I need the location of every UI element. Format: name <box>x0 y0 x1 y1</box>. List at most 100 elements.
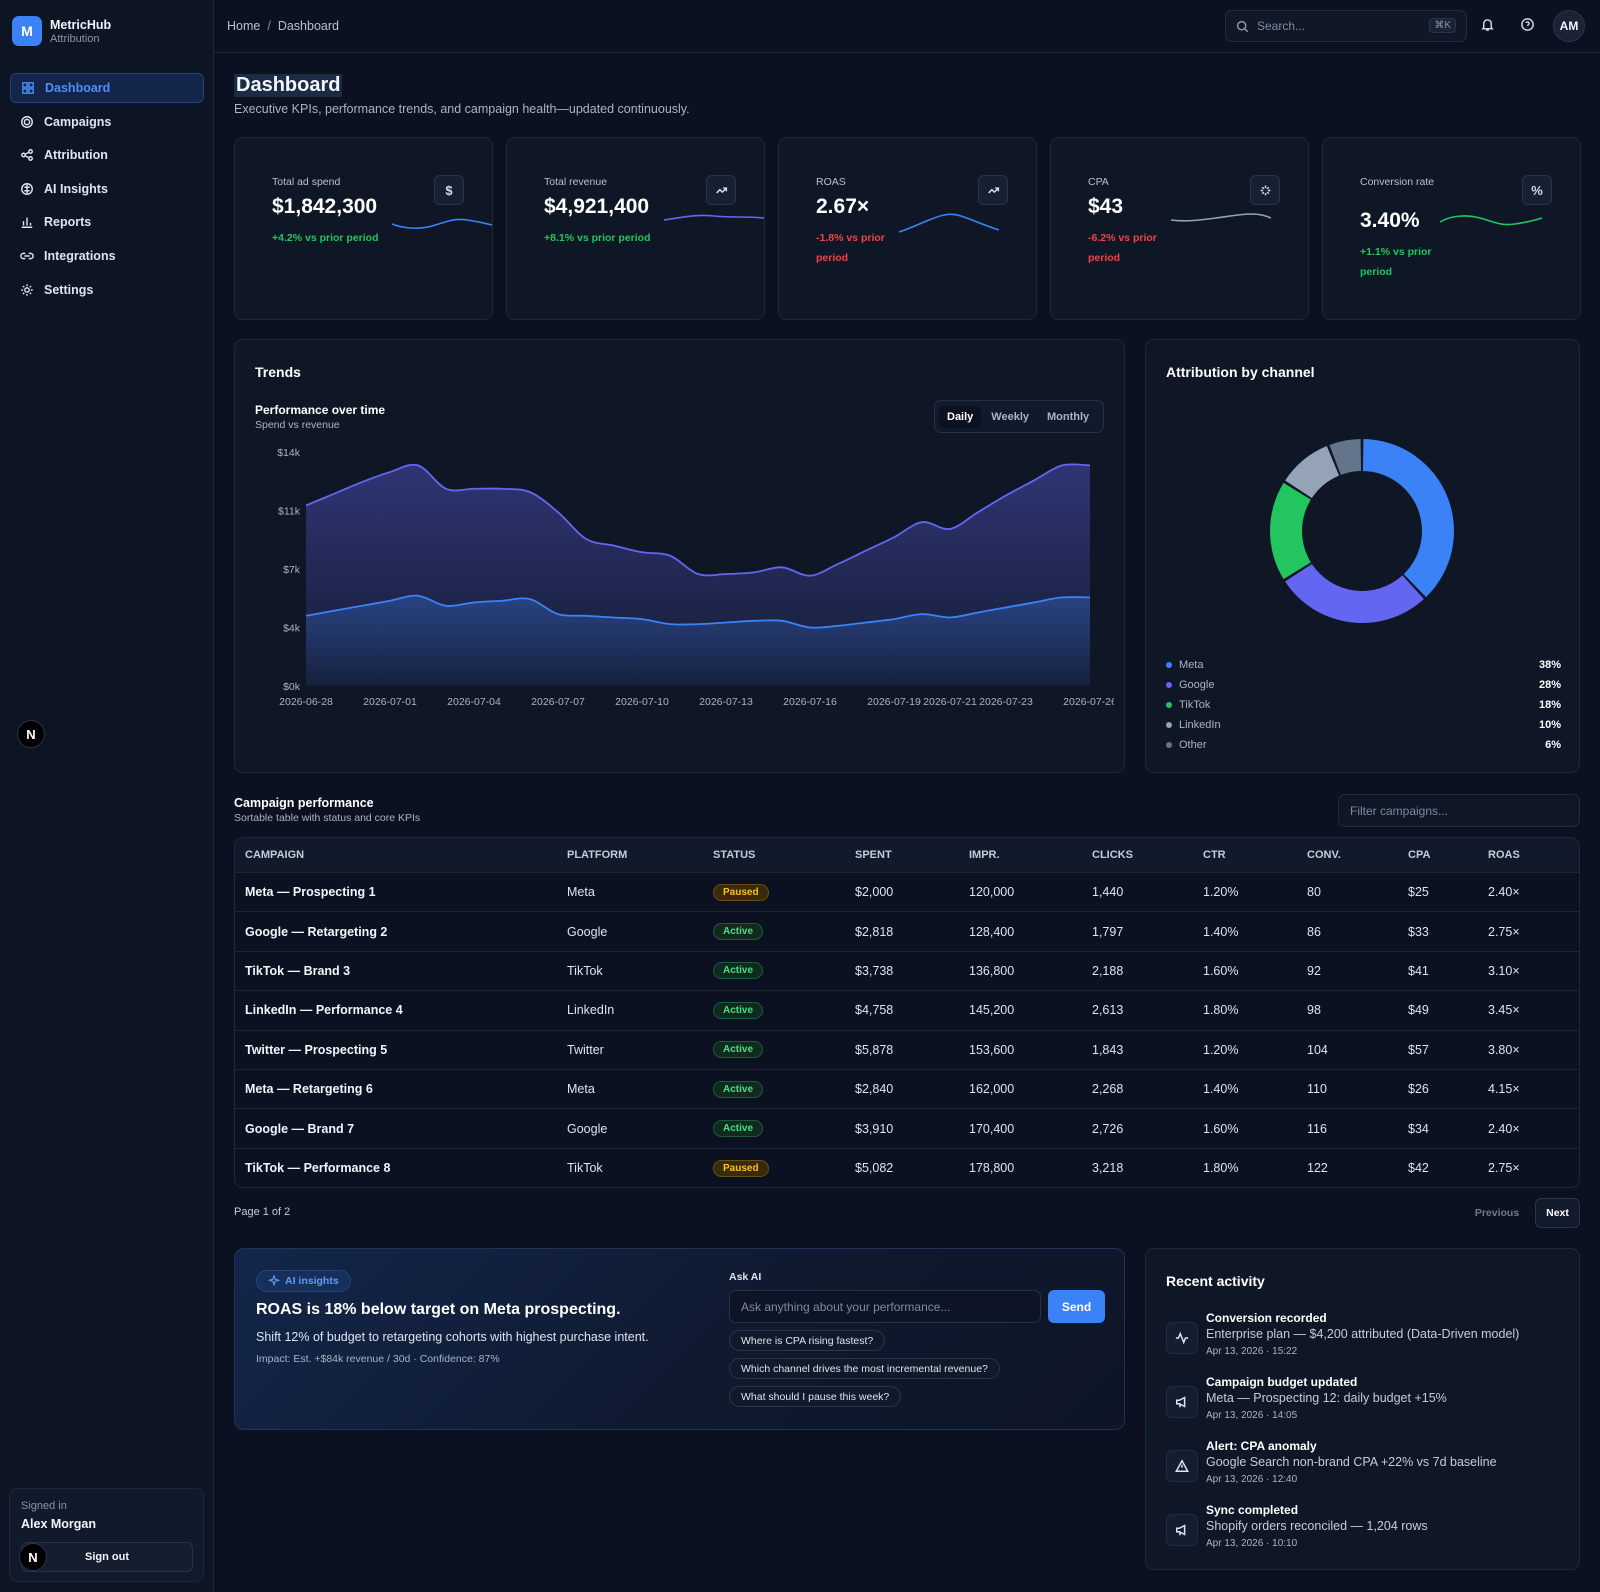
donut-slice-other[interactable] <box>1329 439 1362 475</box>
table-row[interactable]: TikTok — Brand 3 TikTok Active $3,738 136,80… <box>235 952 1579 992</box>
status-badge: Active <box>713 1080 764 1098</box>
sparkle-icon <box>1250 175 1280 205</box>
table-row[interactable]: Twitter — Prospecting 5 Twitter Active $5,8… <box>235 1031 1579 1070</box>
legend-value: 38% <box>1538 659 1561 671</box>
cell-roas: 2.75× <box>1488 924 1520 939</box>
previous-page-button[interactable]: Previous <box>1474 1207 1520 1219</box>
table-row[interactable]: Meta — Prospecting 1 Meta Paused $2,000 120,… <box>235 873 1579 913</box>
suggestion-chip[interactable]: Which channel drives the most incrementa… <box>729 1358 1000 1379</box>
table-row[interactable]: Meta — Retargeting 6 Meta Active $2,840 162,… <box>235 1070 1579 1110</box>
sidebar-item-settings[interactable]: Settings <box>10 275 204 305</box>
sidebar-item-attribution[interactable]: Attribution <box>10 140 204 170</box>
megaphone-icon <box>1166 1514 1198 1546</box>
cell-conversions: 80 <box>1307 885 1321 900</box>
grid-icon <box>22 82 34 94</box>
kpi-value: 3.40% <box>1360 209 1420 232</box>
brand-logo: M <box>12 16 42 46</box>
help-button[interactable] <box>1520 17 1538 35</box>
sidebar-item-dashboard[interactable]: Dashboard <box>10 73 204 103</box>
sidebar-nav: Dashboard Campaigns Attribution AI Insig… <box>10 73 204 308</box>
chart-title: Performance over time <box>255 403 386 417</box>
sidebar-item-reports[interactable]: Reports <box>10 207 204 237</box>
sign-out-button[interactable]: Sign out <box>21 1542 193 1572</box>
table-row[interactable]: Google — Brand 7 Google Active $3,910 170,40… <box>235 1109 1579 1149</box>
sidebar-item-label: AI Insights <box>44 181 108 196</box>
notifications-button[interactable] <box>1480 17 1498 35</box>
brand[interactable]: M MetricHub Attribution <box>12 16 111 46</box>
cell-ctr: 1.40% <box>1203 1082 1239 1097</box>
column-header-campaign[interactable]: CAMPAIGN <box>245 849 305 861</box>
filter-campaigns-input[interactable]: Filter campaigns... <box>1338 794 1580 827</box>
column-header-clicks[interactable]: CLICKS <box>1092 849 1133 861</box>
cell-platform: TikTok <box>567 963 603 978</box>
cell-impressions: 145,200 <box>969 1003 1015 1018</box>
x-tick-label: 2026-07-23 <box>979 696 1033 708</box>
table-row[interactable]: LinkedIn — Performance 4 LinkedIn Active $4… <box>235 991 1579 1031</box>
floating-n-badge[interactable]: N <box>17 720 45 748</box>
gear-icon <box>21 283 33 296</box>
ask-ai-input[interactable]: Ask anything about your performance... <box>729 1290 1041 1323</box>
cell-conversions: 92 <box>1307 963 1321 978</box>
sidebar: M MetricHub Attribution Dashboard Campai… <box>0 0 214 1592</box>
send-button[interactable]: Send <box>1048 1290 1105 1323</box>
cell-clicks: 2,188 <box>1092 963 1124 978</box>
column-header-impressions[interactable]: IMPR. <box>969 849 1000 861</box>
share-icon <box>21 149 33 162</box>
sidebar-item-integrations[interactable]: Integrations <box>10 241 204 271</box>
series-line-spend[interactable] <box>305 594 1091 629</box>
recent-activity-card: Recent activity Conversion recorded Ente… <box>1145 1248 1580 1570</box>
series-line-revenue[interactable] <box>305 463 1091 577</box>
column-header-platform[interactable]: PLATFORM <box>567 849 628 861</box>
column-header-conversions[interactable]: CONV. <box>1307 849 1341 861</box>
column-header-status[interactable]: STATUS <box>713 849 756 861</box>
breadcrumb-home[interactable]: Home <box>227 19 261 33</box>
column-header-roas[interactable]: ROAS <box>1488 849 1520 861</box>
search-placeholder: Search... <box>1257 19 1306 33</box>
donut-slice-google[interactable] <box>1285 563 1424 623</box>
column-header-cpa[interactable]: CPA <box>1408 849 1431 861</box>
legend-swatch <box>1166 702 1172 708</box>
tab-weekly[interactable]: Weekly <box>991 410 1030 423</box>
brand-subtitle: Attribution <box>50 32 100 45</box>
kpi-delta: +8.1% vs prior period <box>544 232 651 244</box>
donut-slice-meta[interactable] <box>1362 439 1454 598</box>
campaign-table: CAMPAIGN PLATFORM STATUS SPENT IMPR. CLICKS CT… <box>234 837 1580 1188</box>
kpi-card-roas: ROAS 2.67× -1.8% vs prior period <box>778 137 1037 320</box>
table-row[interactable]: Google — Retargeting 2 Google Active $2,818… <box>235 912 1579 952</box>
status-badge: Active <box>713 962 764 980</box>
status-badge: Active <box>713 923 764 941</box>
kpi-label: CPA <box>1088 176 1109 188</box>
tab-monthly[interactable]: Monthly <box>1047 410 1090 423</box>
cell-roas: 4.15× <box>1488 1082 1520 1097</box>
sidebar-item-campaigns[interactable]: Campaigns <box>10 107 204 137</box>
cell-spent: $4,758 <box>855 1003 894 1018</box>
cell-roas: 3.10× <box>1488 963 1520 978</box>
cell-clicks: 1,440 <box>1092 885 1124 900</box>
column-header-spent[interactable]: SPENT <box>855 849 892 861</box>
status-badge: Paused <box>713 883 769 901</box>
donut-slice-linkedin[interactable] <box>1285 446 1340 499</box>
kpi-label: Total ad spend <box>272 176 341 188</box>
tab-daily[interactable]: Daily <box>939 405 982 428</box>
x-tick-label: 2026-07-04 <box>447 696 501 708</box>
cell-campaign: TikTok — Brand 3 <box>245 963 351 978</box>
column-header-ctr[interactable]: CTR <box>1203 849 1226 861</box>
next-page-button[interactable]: Next <box>1535 1198 1580 1228</box>
avatar[interactable]: AM <box>1553 10 1585 42</box>
user-card: Signed in Alex Morgan Sign out N <box>9 1488 204 1582</box>
cell-cpa: $57 <box>1408 1042 1429 1057</box>
sidebar-item-ai-insights[interactable]: AI Insights <box>10 174 204 204</box>
user-n-badge[interactable]: N <box>19 1543 47 1571</box>
kpi-value: $43 <box>1088 195 1124 218</box>
suggestion-chip[interactable]: Where is CPA rising fastest? <box>729 1330 886 1351</box>
cell-campaign: Meta — Retargeting 6 <box>245 1082 373 1097</box>
percent-icon: % <box>1522 175 1552 205</box>
alert-triangle-icon <box>1166 1450 1198 1482</box>
table-row[interactable]: TikTok — Performance 8 TikTok Paused $5,082… <box>235 1149 1579 1187</box>
suggestion-chip[interactable]: What should I pause this week? <box>729 1386 902 1407</box>
cell-conversions: 116 <box>1307 1121 1327 1136</box>
search-input[interactable]: Search... ⌘K <box>1225 10 1467 42</box>
cell-platform: Google <box>567 1121 608 1136</box>
donut-slice-tiktok[interactable] <box>1270 482 1311 580</box>
cell-cpa: $42 <box>1408 1161 1429 1176</box>
